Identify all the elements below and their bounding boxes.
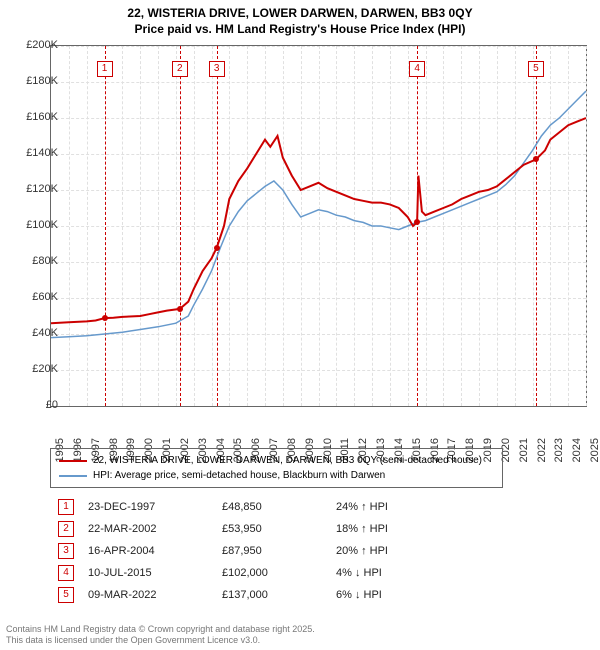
event-row: 1 23-DEC-1997£48,85024% ↑ HPI [52,497,394,517]
event-num: 3 [58,543,74,559]
legend-swatch-price [59,460,87,462]
legend-item-price: 22, WISTERIA DRIVE, LOWER DARWEN, DARWEN… [59,453,494,468]
legend-label-hpi: HPI: Average price, semi-detached house,… [93,468,385,483]
events-table: 1 23-DEC-1997£48,85024% ↑ HPI 2 22-MAR-2002… [50,495,396,607]
chart-lines [51,46,586,406]
footer: Contains HM Land Registry data © Crown c… [6,624,315,647]
event-delta: 4% ↓ HPI [330,563,394,583]
marker-dot [102,315,108,321]
x-axis-label: 2025 [589,438,600,462]
event-row: 3 16-APR-2004£87,95020% ↑ HPI [52,541,394,561]
marker-box: 2 [172,61,188,77]
legend-swatch-hpi [59,475,87,477]
event-delta: 6% ↓ HPI [330,585,394,605]
event-date: 16-APR-2004 [82,541,214,561]
marker-box: 5 [528,61,544,77]
event-num: 1 [58,499,74,515]
gridline-v [586,46,587,406]
marker-dot [533,156,539,162]
chart-plot-area: 1 2 3 4 5 [50,45,587,407]
event-delta: 24% ↑ HPI [330,497,394,517]
event-price: £137,000 [216,585,328,605]
line-hpi [51,91,586,338]
event-delta: 18% ↑ HPI [330,519,394,539]
legend: 22, WISTERIA DRIVE, LOWER DARWEN, DARWEN… [50,448,503,488]
event-num: 2 [58,521,74,537]
event-row: 4 10-JUL-2015£102,0004% ↓ HPI [52,563,394,583]
title-line2: Price paid vs. HM Land Registry's House … [0,22,600,38]
event-date: 09-MAR-2022 [82,585,214,605]
event-date: 10-JUL-2015 [82,563,214,583]
legend-label-price: 22, WISTERIA DRIVE, LOWER DARWEN, DARWEN… [93,453,482,468]
marker-dot [414,219,420,225]
footer-line2: This data is licensed under the Open Gov… [6,635,315,646]
marker-box: 1 [97,61,113,77]
event-price: £53,950 [216,519,328,539]
legend-item-hpi: HPI: Average price, semi-detached house,… [59,468,494,483]
event-delta: 20% ↑ HPI [330,541,394,561]
title-line1: 22, WISTERIA DRIVE, LOWER DARWEN, DARWEN… [0,6,600,22]
x-axis-label: 2024 [571,438,583,462]
marker-dot [214,245,220,251]
event-num: 5 [58,587,74,603]
chart-title: 22, WISTERIA DRIVE, LOWER DARWEN, DARWEN… [0,0,600,37]
event-price: £48,850 [216,497,328,517]
event-date: 23-DEC-1997 [82,497,214,517]
footer-line1: Contains HM Land Registry data © Crown c… [6,624,315,635]
x-axis-label: 2021 [518,438,530,462]
x-axis-label: 2023 [553,438,565,462]
marker-dot [177,306,183,312]
event-price: £102,000 [216,563,328,583]
event-date: 22-MAR-2002 [82,519,214,539]
event-row: 5 09-MAR-2022£137,0006% ↓ HPI [52,585,394,605]
marker-box: 4 [409,61,425,77]
event-price: £87,950 [216,541,328,561]
line-price [51,118,586,323]
event-num: 4 [58,565,74,581]
event-row: 2 22-MAR-2002£53,95018% ↑ HPI [52,519,394,539]
marker-box: 3 [209,61,225,77]
x-axis-label: 2022 [536,438,548,462]
